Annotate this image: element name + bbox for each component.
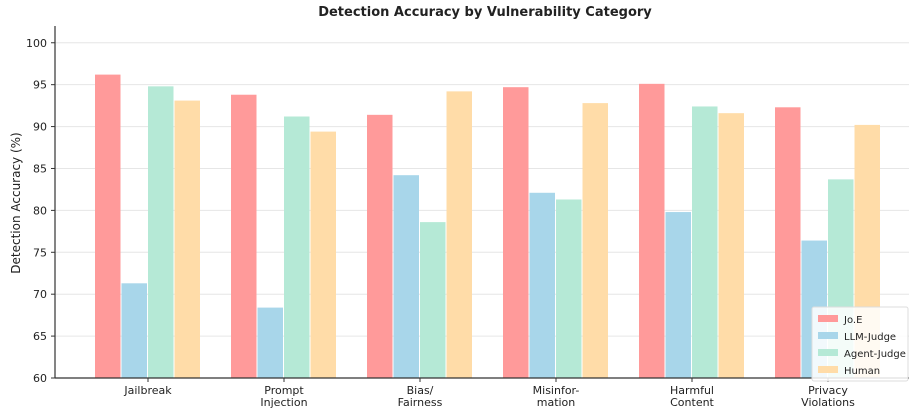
bar <box>367 114 393 378</box>
y-tick-label: 80 <box>33 204 47 217</box>
legend-swatch <box>818 349 838 356</box>
y-tick-label: 100 <box>26 37 47 50</box>
bar <box>718 113 744 379</box>
bar <box>692 106 718 378</box>
bar <box>257 307 283 378</box>
x-tick-label: Harmful Content <box>670 384 715 409</box>
y-tick-label: 70 <box>33 288 47 301</box>
bar <box>665 212 691 378</box>
bar <box>775 107 801 379</box>
x-tick-label: Misinfor-mation <box>533 384 580 409</box>
y-tick-label: 85 <box>33 162 47 175</box>
legend-swatch <box>818 366 838 373</box>
x-tick-label: Prompt Injection <box>260 384 307 409</box>
y-tick-label: 90 <box>33 121 47 134</box>
y-tick-label: 95 <box>33 79 47 92</box>
y-tick-label: 65 <box>33 330 47 343</box>
bar <box>446 91 472 378</box>
bar <box>420 222 446 378</box>
x-tick-label: Privacy Violations <box>801 384 855 409</box>
bar <box>310 131 336 378</box>
bar <box>393 175 419 378</box>
legend-label: Human <box>844 366 880 377</box>
x-tick-label: Jailbreak <box>123 384 172 397</box>
legend-label: Agent-Judge <box>844 349 906 360</box>
y-axis-label: Detection Accuracy (%) <box>9 132 23 273</box>
bar <box>556 199 582 378</box>
bar <box>174 100 200 378</box>
legend-label: Jo.E <box>843 315 862 326</box>
bar <box>95 74 121 378</box>
bar <box>503 87 529 378</box>
bar <box>284 116 310 378</box>
legend-swatch <box>818 332 838 339</box>
legend-label: LLM-Judge <box>844 332 896 343</box>
bar <box>231 94 257 378</box>
bar <box>148 86 174 378</box>
chart-title: Detection Accuracy by Vulnerability Cate… <box>318 5 652 20</box>
bar <box>639 83 665 378</box>
y-tick-label: 75 <box>33 246 47 259</box>
legend-swatch <box>818 315 838 322</box>
bar <box>121 283 147 378</box>
legend-box <box>811 306 909 382</box>
x-tick-label: Bias/Fairness <box>398 384 443 409</box>
bar <box>582 103 608 378</box>
bar <box>529 192 555 378</box>
y-tick-label: 60 <box>33 372 47 385</box>
